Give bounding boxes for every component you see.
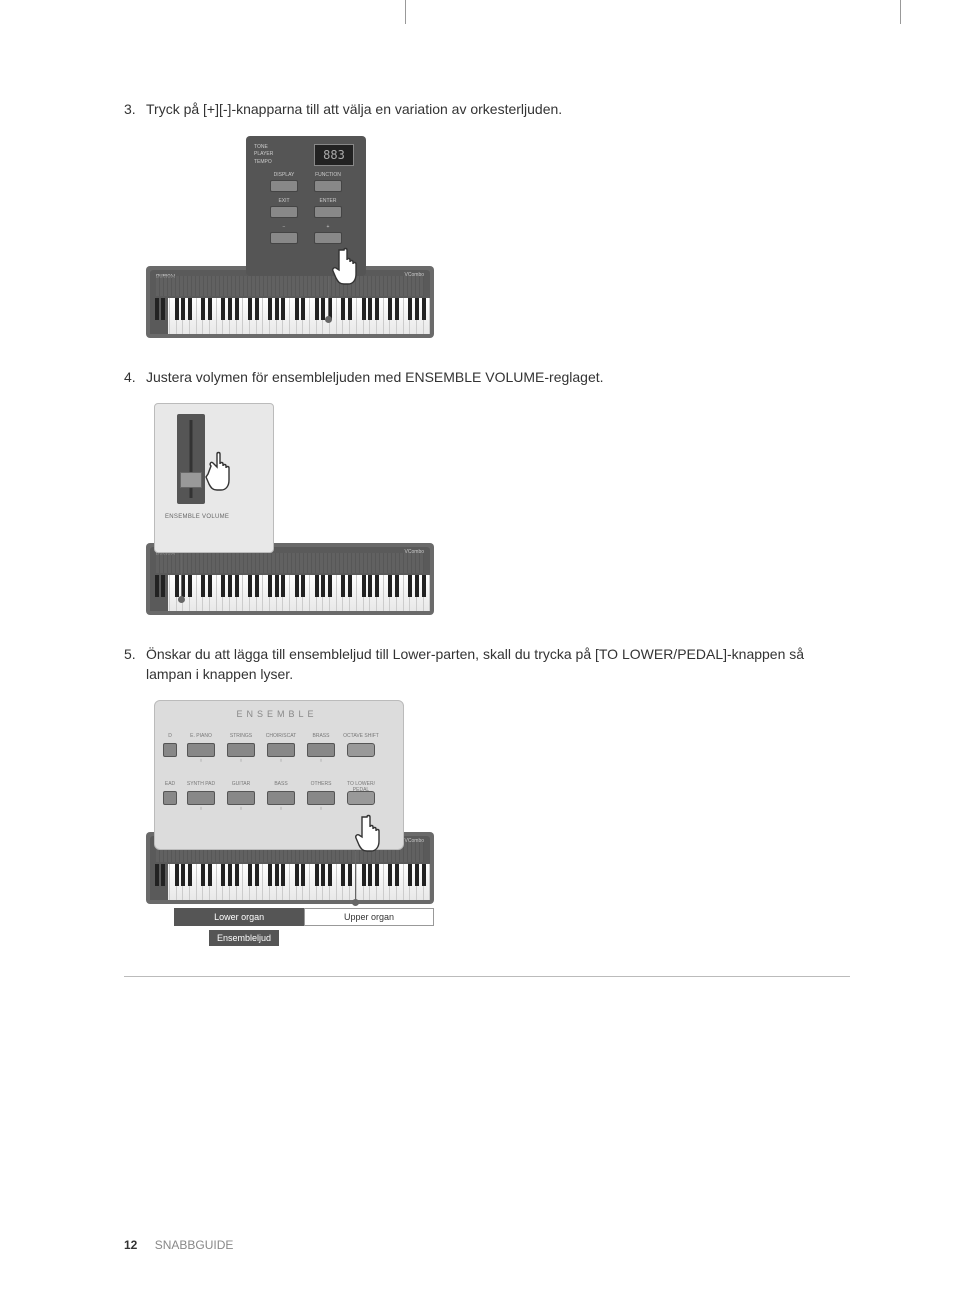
- control-display: 883: [314, 144, 354, 166]
- pointer-line: [328, 276, 329, 318]
- crop-marks: [0, 0, 960, 30]
- step-4: 4. Justera volymen för ensembleljuden me…: [124, 368, 850, 616]
- ensemble-title: ENSEMBLE: [161, 709, 393, 719]
- piano-keys-3: [150, 864, 430, 900]
- step-3-number: 3.: [124, 101, 146, 117]
- lower-organ-label: Lower organ: [174, 908, 304, 926]
- label-enter: ENTER: [320, 198, 337, 204]
- ensemble-button[interactable]: [307, 743, 335, 757]
- hand-pinch-icon: [201, 448, 243, 496]
- ensemble-button-label: BASS: [274, 781, 287, 789]
- page-content: 3. Tryck på [+][-]-knapparna till att vä…: [0, 0, 960, 1017]
- ensemble-row-1: DE. PIANO⠿STRINGS⠿CHOIR/SCAT⠿BRASS⠿OCTAV…: [161, 733, 393, 763]
- upper-organ-label: Upper organ: [304, 908, 434, 926]
- plus-button[interactable]: [314, 232, 342, 244]
- keyboard-illustration: Roland VCombo: [146, 266, 434, 338]
- ensemble-button-label: STRINGS: [230, 733, 252, 741]
- ensemble-button-label: E. PIANO: [190, 733, 212, 741]
- ensemble-button[interactable]: [347, 743, 375, 757]
- ensemble-button-label: OCTAVE SHIFT: [343, 733, 379, 741]
- minus-button[interactable]: [270, 232, 298, 244]
- brand-right: VCombo: [405, 272, 424, 278]
- enter-button[interactable]: [314, 206, 342, 218]
- ensemble-panel: ENSEMBLE DE. PIANO⠿STRINGS⠿CHOIR/SCAT⠿BR…: [154, 700, 404, 850]
- step-5-number: 5.: [124, 646, 146, 662]
- ensemble-button[interactable]: [267, 743, 295, 757]
- piano-keys-2: [150, 575, 430, 611]
- label-exit: EXIT: [278, 198, 289, 204]
- label-plus: +: [327, 224, 330, 230]
- brand-right-3: VCombo: [405, 838, 424, 844]
- pointer-line-3: [355, 851, 356, 901]
- ensemble-button[interactable]: [187, 791, 215, 805]
- label-function: FUNCTION: [315, 172, 341, 178]
- step-5-figure: ENSEMBLE DE. PIANO⠿STRINGS⠿CHOIR/SCAT⠿BR…: [146, 700, 850, 946]
- piano-keys: [150, 298, 430, 334]
- ensemble-button[interactable]: [307, 791, 335, 805]
- footer-label: SNABBGUIDE: [155, 1238, 234, 1252]
- ensemble-button[interactable]: [227, 791, 255, 805]
- ensemble-button-label: TO LOWER/ PEDAL: [343, 781, 379, 789]
- page-number: 12: [124, 1238, 137, 1252]
- brand-right-2: VCombo: [405, 549, 424, 555]
- hand-pointer-icon-2: [353, 811, 393, 857]
- step-3-text: Tryck på [+][-]-knapparna till att välja…: [146, 100, 850, 120]
- label-minus: −: [283, 224, 286, 230]
- step-4-text: Justera volymen för ensembleljuden med E…: [146, 368, 850, 388]
- ensemble-button-label: CHOIR/SCAT: [266, 733, 296, 741]
- ensemble-button-label: OTHERS: [311, 781, 332, 789]
- step-5: 5. Önskar du att lägga till ensembleljud…: [124, 645, 850, 946]
- ensembleljud-label: Ensembleljud: [209, 930, 279, 946]
- volume-panel: ENSEMBLE VOLUME: [154, 403, 274, 553]
- ensemble-button[interactable]: [187, 743, 215, 757]
- step-3: 3. Tryck på [+][-]-knapparna till att vä…: [124, 100, 850, 338]
- step-4-number: 4.: [124, 369, 146, 385]
- ensemble-button-label: BRASS: [313, 733, 330, 741]
- keyboard-illustration-2: Roland VCombo: [146, 543, 434, 615]
- page-footer: 12 SNABBGUIDE: [124, 1238, 233, 1252]
- ensemble-row-2: EADSYNTH PAD⠿GUITAR⠿BASS⠿OTHERS⠿TO LOWER…: [161, 781, 393, 811]
- ensemble-button[interactable]: [267, 791, 295, 805]
- separator-line: [124, 976, 850, 977]
- ensemble-button-label: SYNTH PAD: [187, 781, 215, 789]
- control-panel: TONE PLAYER TEMPO 883 DISPLAY FUNCTION: [246, 136, 366, 276]
- volume-label: ENSEMBLE VOLUME: [165, 514, 263, 520]
- pointer-line-2: [181, 554, 182, 598]
- exit-button[interactable]: [270, 206, 298, 218]
- brand-text: Roland: [156, 272, 175, 278]
- volume-slider-knob[interactable]: [180, 472, 202, 488]
- step-4-figure: ENSEMBLE VOLUME Roland VCombo: [146, 403, 850, 615]
- hand-pointer-icon: [330, 244, 370, 290]
- step-5-text: Önskar du att lägga till ensembleljud ti…: [146, 645, 850, 684]
- ensemble-button[interactable]: [347, 791, 375, 805]
- step-3-figure: TONE PLAYER TEMPO 883 DISPLAY FUNCTION: [146, 136, 850, 338]
- function-button[interactable]: [314, 180, 342, 192]
- keyboard-range-labels: Lower organ Upper organ: [146, 908, 434, 926]
- ensemble-button[interactable]: [227, 743, 255, 757]
- ensemble-button-label: GUITAR: [232, 781, 251, 789]
- label-display: DISPLAY: [274, 172, 295, 178]
- display-button[interactable]: [270, 180, 298, 192]
